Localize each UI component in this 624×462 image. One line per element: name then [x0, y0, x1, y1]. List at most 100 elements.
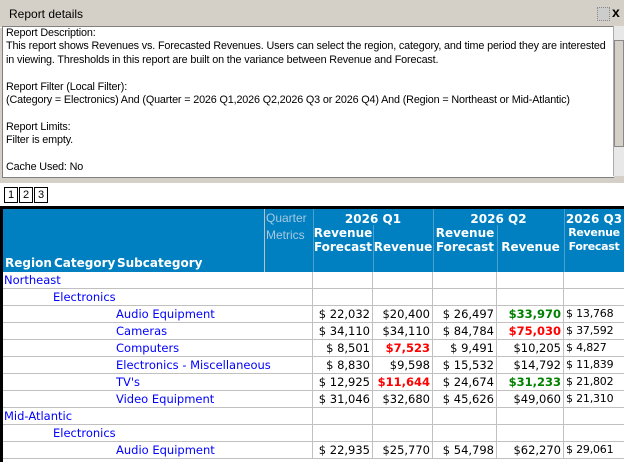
cell-divider — [563, 272, 564, 289]
close-button[interactable]: x — [612, 4, 620, 20]
row-header-region[interactable]: Region — [5, 256, 52, 270]
cell-divider — [372, 425, 373, 442]
cell-divider — [312, 306, 313, 323]
cell-divider — [432, 340, 433, 357]
cell-divider — [563, 340, 564, 357]
metric-header-line1[interactable]: Revenue — [313, 226, 373, 240]
cell-divider — [312, 374, 313, 391]
cell-divider — [432, 323, 433, 340]
quarter-header[interactable]: 2026 Q1 — [344, 212, 402, 226]
metric-cell: $49,060 — [513, 392, 561, 406]
row-label[interactable]: Computers — [116, 341, 180, 355]
metric-cell: $14,792 — [513, 358, 561, 372]
row-label[interactable]: Cameras — [116, 324, 168, 338]
cell-divider — [496, 306, 497, 323]
metric-cell: $25,770 — [382, 443, 430, 457]
cell-divider — [372, 323, 373, 340]
quarter-header[interactable]: 2026 Q2 — [470, 212, 527, 226]
col-attribute-quarter[interactable]: Quarter — [266, 211, 307, 225]
description-line: Cache Used: No — [6, 161, 84, 174]
divider — [433, 209, 434, 272]
row-label[interactable]: Electronics — [53, 290, 116, 304]
metric-cell: $32,680 — [382, 392, 430, 406]
cell-divider — [312, 425, 313, 442]
cell-divider — [496, 340, 497, 357]
cell-divider — [563, 357, 564, 374]
table-row: TV's $ 12,925 $11,644 $ 24,674 $31,233 $ 21,8… — [3, 374, 624, 391]
cell-divider — [496, 357, 497, 374]
page-button-3[interactable]: 3 — [34, 187, 48, 203]
metric-header-line1[interactable]: Revenue — [373, 240, 433, 254]
cell-divider — [496, 272, 497, 289]
cell-divider — [563, 289, 564, 306]
metric-cell: $75,030 — [508, 324, 561, 338]
col-attribute-metrics[interactable]: Metrics — [266, 228, 305, 242]
table-row: Electronics - Miscellaneous $ 8,830 $9,598… — [3, 357, 624, 374]
metric-cell: $ 54,798 — [442, 443, 494, 457]
metric-header-line1[interactable]: Revenue — [568, 226, 620, 239]
cell-divider — [432, 289, 433, 306]
cell-divider — [563, 323, 564, 340]
cell-divider — [496, 289, 497, 306]
cell-divider — [372, 391, 373, 408]
cell-divider — [563, 425, 564, 442]
description-line — [3, 107, 614, 120]
metric-header-line2[interactable]: Forecast — [435, 240, 495, 254]
cell-divider — [432, 374, 433, 391]
metric-cell: $ 4,827 — [566, 341, 607, 354]
metric-header-line1[interactable]: Revenue — [435, 226, 495, 240]
cell-divider — [312, 408, 313, 425]
cell-divider — [312, 272, 313, 289]
metric-cell: $ 9,491 — [450, 341, 494, 355]
metric-cell: $ 26,497 — [442, 307, 494, 321]
row-label[interactable]: Video Equipment — [116, 392, 215, 406]
metric-cell: $ 37,592 — [566, 324, 614, 337]
metric-cell: $7,523 — [385, 341, 430, 355]
cell-divider — [496, 408, 497, 425]
row-header-subcategory[interactable]: Subcategory — [117, 256, 203, 270]
table-row: Computers $ 8,501 $7,523 $ 9,491 $10,205 $ 4,… — [3, 340, 624, 357]
metric-header-line2[interactable]: Forecast — [568, 240, 620, 253]
row-label[interactable]: Audio Equipment — [116, 307, 215, 321]
description-line: Filter is empty. — [6, 134, 73, 147]
metric-header-line2[interactable]: Forecast — [313, 240, 373, 254]
metric-cell: $ 22,032 — [318, 307, 370, 321]
cell-divider — [372, 408, 373, 425]
quarter-header[interactable]: 2026 Q3 — [565, 212, 623, 226]
divider — [564, 209, 565, 272]
divider — [313, 209, 314, 272]
metric-cell: $ 12,925 — [318, 375, 370, 389]
row-label[interactable]: Electronics — [53, 426, 116, 440]
scrollbar-thumb[interactable] — [614, 40, 624, 147]
row-header-category[interactable]: Category — [54, 256, 116, 270]
cell-divider — [312, 323, 313, 340]
page-button-1[interactable]: 1 — [4, 187, 18, 203]
row-label[interactable]: TV's — [116, 375, 141, 389]
metric-cell: $ 13,768 — [566, 307, 614, 320]
metric-header-line1[interactable]: Revenue — [501, 240, 560, 254]
row-label[interactable]: Mid-Atlantic — [4, 409, 73, 423]
metric-cell: $ 84,784 — [442, 324, 494, 338]
divider — [497, 225, 498, 272]
metric-cell: $10,205 — [513, 341, 561, 355]
page-button-2[interactable]: 2 — [19, 187, 33, 203]
table-row: Audio Equipment $ 22,935 $25,770 $ 54,798 $6… — [3, 442, 624, 459]
row-label[interactable]: Electronics - Miscellaneous — [116, 358, 271, 372]
row-label[interactable]: Northeast — [4, 273, 61, 287]
cell-divider — [372, 272, 373, 289]
cell-divider — [372, 442, 373, 459]
metric-cell: $ 31,046 — [318, 392, 370, 406]
table-row: Cameras $ 34,110 $34,110 $ 84,784 $75,030 $ 3… — [3, 323, 624, 340]
cell-divider — [432, 357, 433, 374]
cell-divider — [496, 391, 497, 408]
metric-cell: $ 11,839 — [566, 358, 614, 371]
description-line: in viewing. Thresholds in this report ar… — [6, 53, 439, 66]
table-row: Mid-Atlantic — [3, 408, 624, 425]
minimize-icon[interactable] — [597, 7, 610, 21]
cell-divider — [432, 272, 433, 289]
cell-divider — [563, 391, 564, 408]
cell-divider — [496, 442, 497, 459]
metric-cell: $ 24,674 — [442, 375, 494, 389]
table-row: Electronics — [3, 289, 624, 306]
row-label[interactable]: Audio Equipment — [116, 443, 215, 457]
